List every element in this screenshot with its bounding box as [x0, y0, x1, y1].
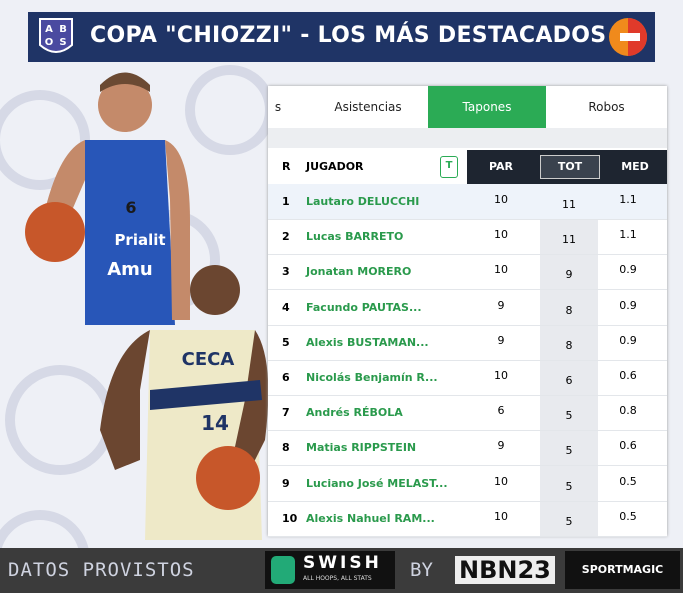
rank: 6	[282, 371, 290, 384]
games: 10	[494, 193, 508, 206]
player-name: Facundo PAUTAS...	[306, 300, 422, 314]
table-row: 10 Alexis Nahuel RAM... 10 5 0.5	[268, 501, 667, 537]
tab[interactable]: Asistencias	[334, 100, 402, 114]
total: 5	[565, 514, 573, 528]
average: 0.5	[619, 474, 637, 488]
total: 6	[565, 374, 573, 387]
player-name: Luciano José MELAST...	[306, 476, 448, 490]
table-row: 3 Jonatan MORERO 10 9 0.9	[268, 254, 667, 291]
nbn-logo: NBN23	[455, 556, 555, 584]
jersey-number: 6	[125, 198, 136, 217]
average: 0.9	[619, 263, 637, 277]
club-logo: A B O S	[39, 18, 73, 53]
total: 8	[565, 303, 573, 317]
games: 10	[494, 228, 508, 242]
header-row: R JUGADOR T PAR TOT MED	[268, 150, 667, 184]
footer-text: DATOS PROVISTOS	[8, 559, 195, 581]
total: 9	[565, 268, 573, 282]
games: 10	[494, 369, 508, 382]
rank: 9	[282, 476, 290, 490]
player-name: Lautaro DELUCCHI	[306, 195, 420, 208]
col-header[interactable]: TOT	[540, 155, 600, 179]
tab[interactable]: s	[274, 100, 282, 114]
title-banner: A B O S COPA "CHIOZZI" - LOS MÁS DESTACA…	[28, 12, 655, 62]
average: 0.6	[619, 439, 637, 453]
rank: 10	[282, 511, 298, 525]
logo-letter: S	[59, 37, 66, 48]
sponsor: Amu	[107, 259, 153, 280]
average: 1.1	[619, 228, 637, 242]
player-name: Alexis Nahuel RAM...	[306, 511, 435, 525]
spacer	[268, 128, 667, 148]
games: 10	[494, 263, 508, 277]
table-row: 6 Nicolás Benjamín R... 10 6 0.6	[268, 360, 667, 396]
footer: DATOS PROVISTOS SWISH ALL HOOPS, ALL STA…	[0, 548, 683, 593]
average: 1.1	[619, 193, 637, 206]
sportmagic-logo: SPORTMAGIC	[565, 551, 680, 589]
player-name: Lucas BARRETO	[306, 230, 404, 244]
sponsor-logo	[609, 18, 647, 56]
player-2	[100, 265, 269, 540]
games: 10	[494, 474, 508, 488]
player-name: Matias RIPPSTEIN	[306, 441, 417, 455]
total: 5	[565, 444, 573, 458]
tab-active[interactable]: Tapones	[428, 86, 546, 128]
total: 8	[565, 338, 573, 352]
total: 5	[565, 409, 573, 423]
col-header[interactable]: PAR	[467, 150, 535, 184]
tab[interactable]: Robos	[588, 100, 625, 114]
col-header: JUGADOR	[306, 160, 364, 173]
footer-text: BY	[410, 559, 433, 581]
player-1	[25, 72, 190, 325]
total: 11	[562, 233, 576, 247]
player-name: Nicolás Benjamín R...	[306, 371, 438, 384]
table-row: 2 Lucas BARRETO 10 11 1.1	[268, 219, 667, 256]
logo-letter: A	[45, 24, 53, 35]
average: 0.8	[619, 404, 637, 418]
rank: 4	[282, 300, 290, 314]
sponsor: Prialit	[114, 231, 165, 249]
rank: 7	[282, 406, 290, 420]
logo-text: SWISH	[303, 553, 382, 573]
games: 9	[497, 298, 505, 312]
stats-table: s Asistencias Tapones Robos R JUGADOR T …	[268, 86, 667, 537]
rank: 3	[282, 265, 290, 279]
player-name: Andrés RÉBOLA	[306, 406, 403, 420]
total: 5	[565, 479, 573, 493]
title: COPA "CHIOZZI" - LOS MÁS DESTACADOS	[90, 23, 607, 48]
average: 0.5	[619, 509, 637, 523]
rank: 5	[282, 335, 290, 349]
table-row: 1 Lautaro DELUCCHI 10 11 1.1	[268, 184, 667, 220]
team-name: CECA	[182, 349, 235, 370]
player-name: Alexis BUSTAMAN...	[306, 335, 429, 349]
logo-letter: B	[59, 24, 67, 35]
rank: 2	[282, 230, 290, 244]
jersey-number: 14	[201, 411, 229, 435]
table-row: 8 Matias RIPPSTEIN 9 5 0.6	[268, 430, 667, 467]
badge: T	[440, 156, 458, 178]
table-row: 7 Andrés RÉBOLA 6 5 0.8	[268, 395, 667, 432]
col-header: R	[282, 160, 291, 173]
col-header[interactable]: MED	[603, 150, 667, 184]
logo-icon	[271, 556, 295, 584]
logo-letter: O	[45, 37, 54, 48]
games: 9	[497, 333, 505, 347]
games: 10	[494, 509, 508, 523]
average: 0.6	[619, 369, 637, 382]
player-name: Jonatan MORERO	[306, 265, 412, 279]
average: 0.9	[619, 333, 637, 347]
rank: 8	[282, 441, 290, 455]
swish-logo: SWISH ALL HOOPS, ALL STATS	[265, 551, 395, 589]
logo-tagline: ALL HOOPS, ALL STATS	[303, 575, 372, 582]
games: 6	[497, 404, 505, 418]
rank: 1	[282, 195, 290, 208]
table-row: 4 Facundo PAUTAS... 9 8 0.9	[268, 290, 667, 326]
games: 9	[497, 439, 505, 453]
average: 0.9	[619, 298, 637, 312]
table-row: 9 Luciano José MELAST... 10 5 0.5	[268, 466, 667, 502]
table-row: 5 Alexis BUSTAMAN... 9 8 0.9	[268, 325, 667, 361]
total: 11	[562, 198, 576, 211]
